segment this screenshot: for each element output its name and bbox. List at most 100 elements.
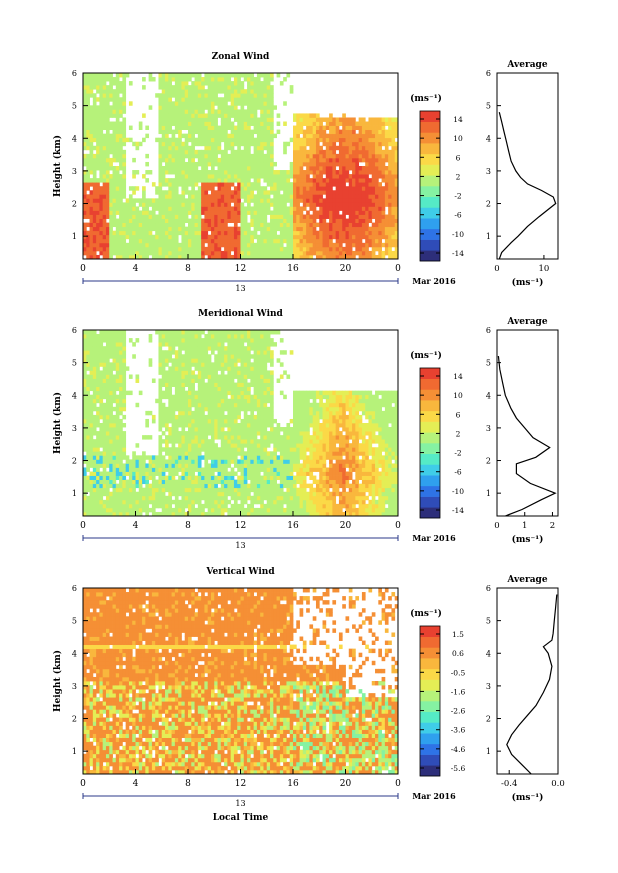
heatmap-cell xyxy=(161,358,166,363)
heatmap-cell xyxy=(194,479,199,485)
heatmap-cell xyxy=(201,190,205,195)
heatmap-cell xyxy=(227,105,232,110)
heatmap-cell xyxy=(335,178,340,183)
heatmap-cell xyxy=(119,431,123,436)
heatmap-cell xyxy=(273,105,277,110)
heatmap-cell xyxy=(388,174,392,179)
heatmap-cell xyxy=(391,186,396,191)
heatmap-cell xyxy=(99,491,104,497)
heatmap-cell xyxy=(312,113,317,118)
heatmap-cell xyxy=(335,254,340,260)
heatmap-cell xyxy=(342,254,346,260)
heatmap-cell xyxy=(207,475,212,481)
heatmap-cell xyxy=(296,218,300,224)
heatmap-cell xyxy=(191,479,195,485)
heatmap-cell xyxy=(188,234,192,240)
heatmap-cell xyxy=(161,370,166,375)
heatmap-cell xyxy=(128,242,133,248)
heatmap-cell xyxy=(109,511,113,517)
heatmap-cell xyxy=(109,89,113,94)
heatmap-cell xyxy=(204,157,209,163)
heatmap-cell xyxy=(168,182,172,187)
heatmap-cell xyxy=(338,190,343,195)
heatmap-cell xyxy=(224,77,228,82)
heatmap-cell xyxy=(365,234,369,240)
heatmap-cell xyxy=(345,230,350,236)
heatmap-cell xyxy=(207,495,212,501)
day-label: 13 xyxy=(235,284,245,293)
heatmap-cell xyxy=(119,73,123,78)
heatmap-cell xyxy=(220,234,225,240)
heatmap-cell xyxy=(161,410,166,416)
heatmap-cell xyxy=(233,105,238,110)
heatmap-cell xyxy=(142,202,146,207)
heatmap-cell xyxy=(201,402,205,408)
heatmap-cell xyxy=(217,77,222,82)
heatmap-cell xyxy=(338,129,343,135)
heatmap-cell xyxy=(112,206,117,211)
heatmap-cell xyxy=(194,206,199,211)
heatmap-cell xyxy=(184,414,189,420)
heatmap-cell xyxy=(332,174,337,179)
heatmap-cell xyxy=(394,161,399,167)
heatmap-cell xyxy=(168,170,172,175)
heatmap-cell xyxy=(119,491,123,497)
heatmap-cell xyxy=(352,141,356,147)
heatmap-cell xyxy=(247,153,251,159)
heatmap-cell xyxy=(161,93,166,98)
heatmap-cell xyxy=(171,471,176,476)
heatmap-cell xyxy=(151,250,156,256)
heatmap-cell xyxy=(178,402,182,408)
heatmap-cell xyxy=(207,234,212,240)
heatmap-cell xyxy=(220,113,225,118)
heatmap-cell xyxy=(352,149,356,155)
heatmap-cell xyxy=(283,198,287,203)
heatmap-cell xyxy=(263,137,268,143)
heatmap-cell xyxy=(148,246,153,252)
heatmap-cell xyxy=(243,190,248,195)
heatmap-cell xyxy=(381,210,386,215)
heatmap-cell xyxy=(256,210,261,215)
heatmap-cell xyxy=(89,121,94,126)
heatmap-cell xyxy=(309,149,314,155)
heatmap-cell xyxy=(99,495,104,501)
heatmap-cell xyxy=(378,137,382,143)
heatmap-cell xyxy=(191,394,195,400)
heatmap-cell xyxy=(83,202,87,207)
heatmap-cell xyxy=(151,254,156,260)
heatmap-cell xyxy=(171,439,176,444)
heatmap-cell xyxy=(201,467,205,472)
heatmap-cell xyxy=(253,157,258,163)
heatmap-cell xyxy=(145,418,150,424)
heatmap-cell xyxy=(128,463,133,468)
heatmap-cell xyxy=(348,218,353,224)
heatmap-cell xyxy=(253,250,258,256)
heatmap-cell xyxy=(132,250,136,256)
heatmap-cell xyxy=(165,81,169,86)
heatmap-cell xyxy=(86,89,90,94)
heatmap-cell xyxy=(384,133,389,139)
heatmap-cell xyxy=(155,503,159,509)
heatmap-cell xyxy=(338,170,343,175)
heatmap-cell xyxy=(119,226,123,232)
heatmap-cell xyxy=(184,459,189,464)
heatmap-cell xyxy=(171,455,176,460)
heatmap-cell xyxy=(256,186,261,191)
heatmap-cell xyxy=(158,218,163,224)
heatmap-cell xyxy=(279,174,284,179)
heatmap-cell xyxy=(168,178,172,183)
heatmap-cell xyxy=(325,125,330,131)
heatmap-cell xyxy=(158,210,163,215)
heatmap-cell xyxy=(338,214,343,219)
heatmap-cell xyxy=(92,73,97,78)
heatmap-cell xyxy=(99,125,104,131)
heatmap-cell xyxy=(394,125,399,131)
heatmap-cell xyxy=(361,121,366,126)
heatmap-cell xyxy=(283,145,287,151)
heatmap-cell xyxy=(378,161,382,167)
heatmap-cell xyxy=(365,186,369,191)
heatmap-cell xyxy=(388,149,392,155)
heatmap-cell xyxy=(168,410,172,416)
heatmap-cell xyxy=(181,206,186,211)
heatmap-cell xyxy=(171,479,176,485)
